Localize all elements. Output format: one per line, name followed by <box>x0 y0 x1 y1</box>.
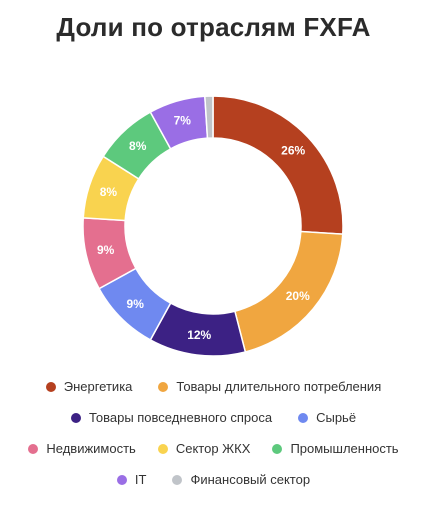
slice-label-utilities: 8% <box>100 185 118 199</box>
legend-row-4: IT Финансовый сектор <box>0 472 427 487</box>
legend-label-financials: Финансовый сектор <box>190 472 311 487</box>
slice-label-durable-goods: 20% <box>286 289 310 303</box>
legend-label-durable-goods: Товары длительного потребления <box>176 379 382 394</box>
legend-swatch-consumer-staples <box>70 412 81 423</box>
slice-label-industrials: 8% <box>129 139 147 153</box>
slice-label-it: 7% <box>174 113 192 127</box>
donut-slice-energy[interactable] <box>212 95 344 235</box>
legend-row-2: Товары повседневного спроса Сырьё <box>0 410 427 425</box>
legend-label-energy: Энергетика <box>63 379 133 394</box>
donut-slice-financials[interactable] <box>204 95 214 139</box>
legend-swatch-materials <box>298 412 309 423</box>
legend-swatch-utilities <box>157 443 168 454</box>
legend-item-it[interactable]: IT <box>116 472 147 487</box>
legend-label-industrials: Промышленность <box>290 441 399 456</box>
legend-row-3: Недвижимость Сектор ЖКХ Промышленность <box>0 441 427 456</box>
legend-label-real-estate: Недвижимость <box>46 441 136 456</box>
legend-row-1: Энергетика Товары длительного потреблени… <box>0 379 427 394</box>
legend-item-durable-goods[interactable]: Товары длительного потребления <box>158 379 381 394</box>
slice-label-materials: 9% <box>127 297 145 311</box>
legend-swatch-durable-goods <box>158 381 169 392</box>
legend-swatch-financials <box>172 474 183 485</box>
legend-label-consumer-staples: Товары повседневного спроса <box>88 410 273 425</box>
legend-item-financials[interactable]: Финансовый сектор <box>172 472 310 487</box>
legend-swatch-real-estate <box>28 443 39 454</box>
legend-label-materials: Сырьё <box>316 410 357 425</box>
legend-label-it: IT <box>134 472 147 487</box>
legend-item-real-estate[interactable]: Недвижимость <box>28 441 136 456</box>
legend-item-utilities[interactable]: Сектор ЖКХ <box>157 441 251 456</box>
chart-title: Доли по отраслям FXFA <box>56 12 371 42</box>
legend-item-materials[interactable]: Сырьё <box>298 410 356 425</box>
slice-label-consumer-staples: 12% <box>187 328 211 342</box>
slice-label-energy: 26% <box>281 144 305 158</box>
legend-swatch-it <box>116 474 127 485</box>
legend-item-consumer-staples[interactable]: Товары повседневного спроса <box>70 410 273 425</box>
legend-item-industrials[interactable]: Промышленность <box>272 441 399 456</box>
legend-label-utilities: Сектор ЖКХ <box>175 441 251 456</box>
legend-swatch-energy <box>45 381 56 392</box>
legend-swatch-industrials <box>272 443 283 454</box>
legend-item-energy[interactable]: Энергетика <box>45 379 133 394</box>
slice-label-real-estate: 9% <box>97 243 115 257</box>
